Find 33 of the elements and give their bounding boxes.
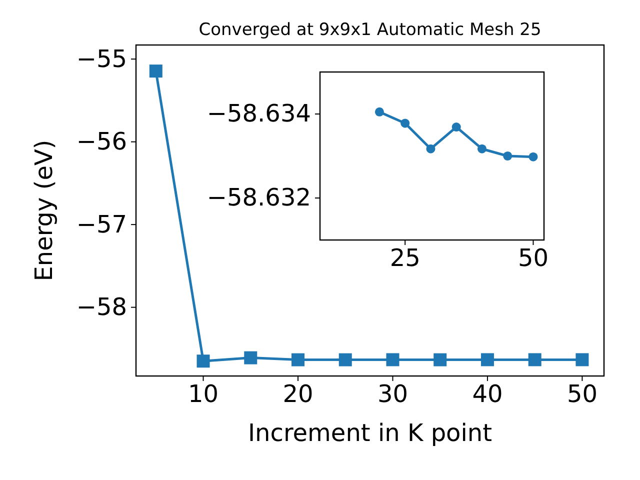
point (196, 354, 210, 368)
point (576, 353, 589, 366)
point (386, 353, 400, 366)
x-tick-label: 30 (377, 380, 408, 408)
point (400, 118, 410, 128)
y-tick-label: −56 (76, 127, 127, 156)
y-tick-label: −58 (76, 292, 127, 321)
point (480, 353, 494, 366)
point (528, 152, 538, 162)
x-tick-label: 20 (282, 380, 314, 408)
point (338, 353, 352, 366)
point (503, 151, 512, 161)
point (244, 351, 258, 364)
x-tick-label: 25 (390, 244, 420, 272)
point (528, 353, 542, 366)
point (426, 144, 436, 154)
point (292, 353, 304, 366)
y-axis-title: Energy (eV) (30, 140, 58, 282)
y-tick-label: −58.632 (206, 184, 311, 212)
chart-title: Converged at 9x9x1 Automatic Mesh 25 (198, 20, 542, 40)
point (452, 122, 461, 132)
point (149, 64, 162, 78)
point (477, 144, 486, 154)
x-tick-label: 50 (518, 244, 549, 272)
x-tick-label: 10 (188, 380, 219, 408)
y-tick-label: −57 (76, 210, 127, 238)
point (434, 353, 447, 366)
y-tick-label: −55 (76, 44, 127, 73)
x-tick-label: 40 (472, 380, 503, 408)
x-axis-title: Increment in K point (248, 419, 492, 447)
x-tick-label: 50 (566, 380, 598, 408)
y-tick-label: −58.634 (206, 100, 311, 128)
point (374, 107, 384, 116)
